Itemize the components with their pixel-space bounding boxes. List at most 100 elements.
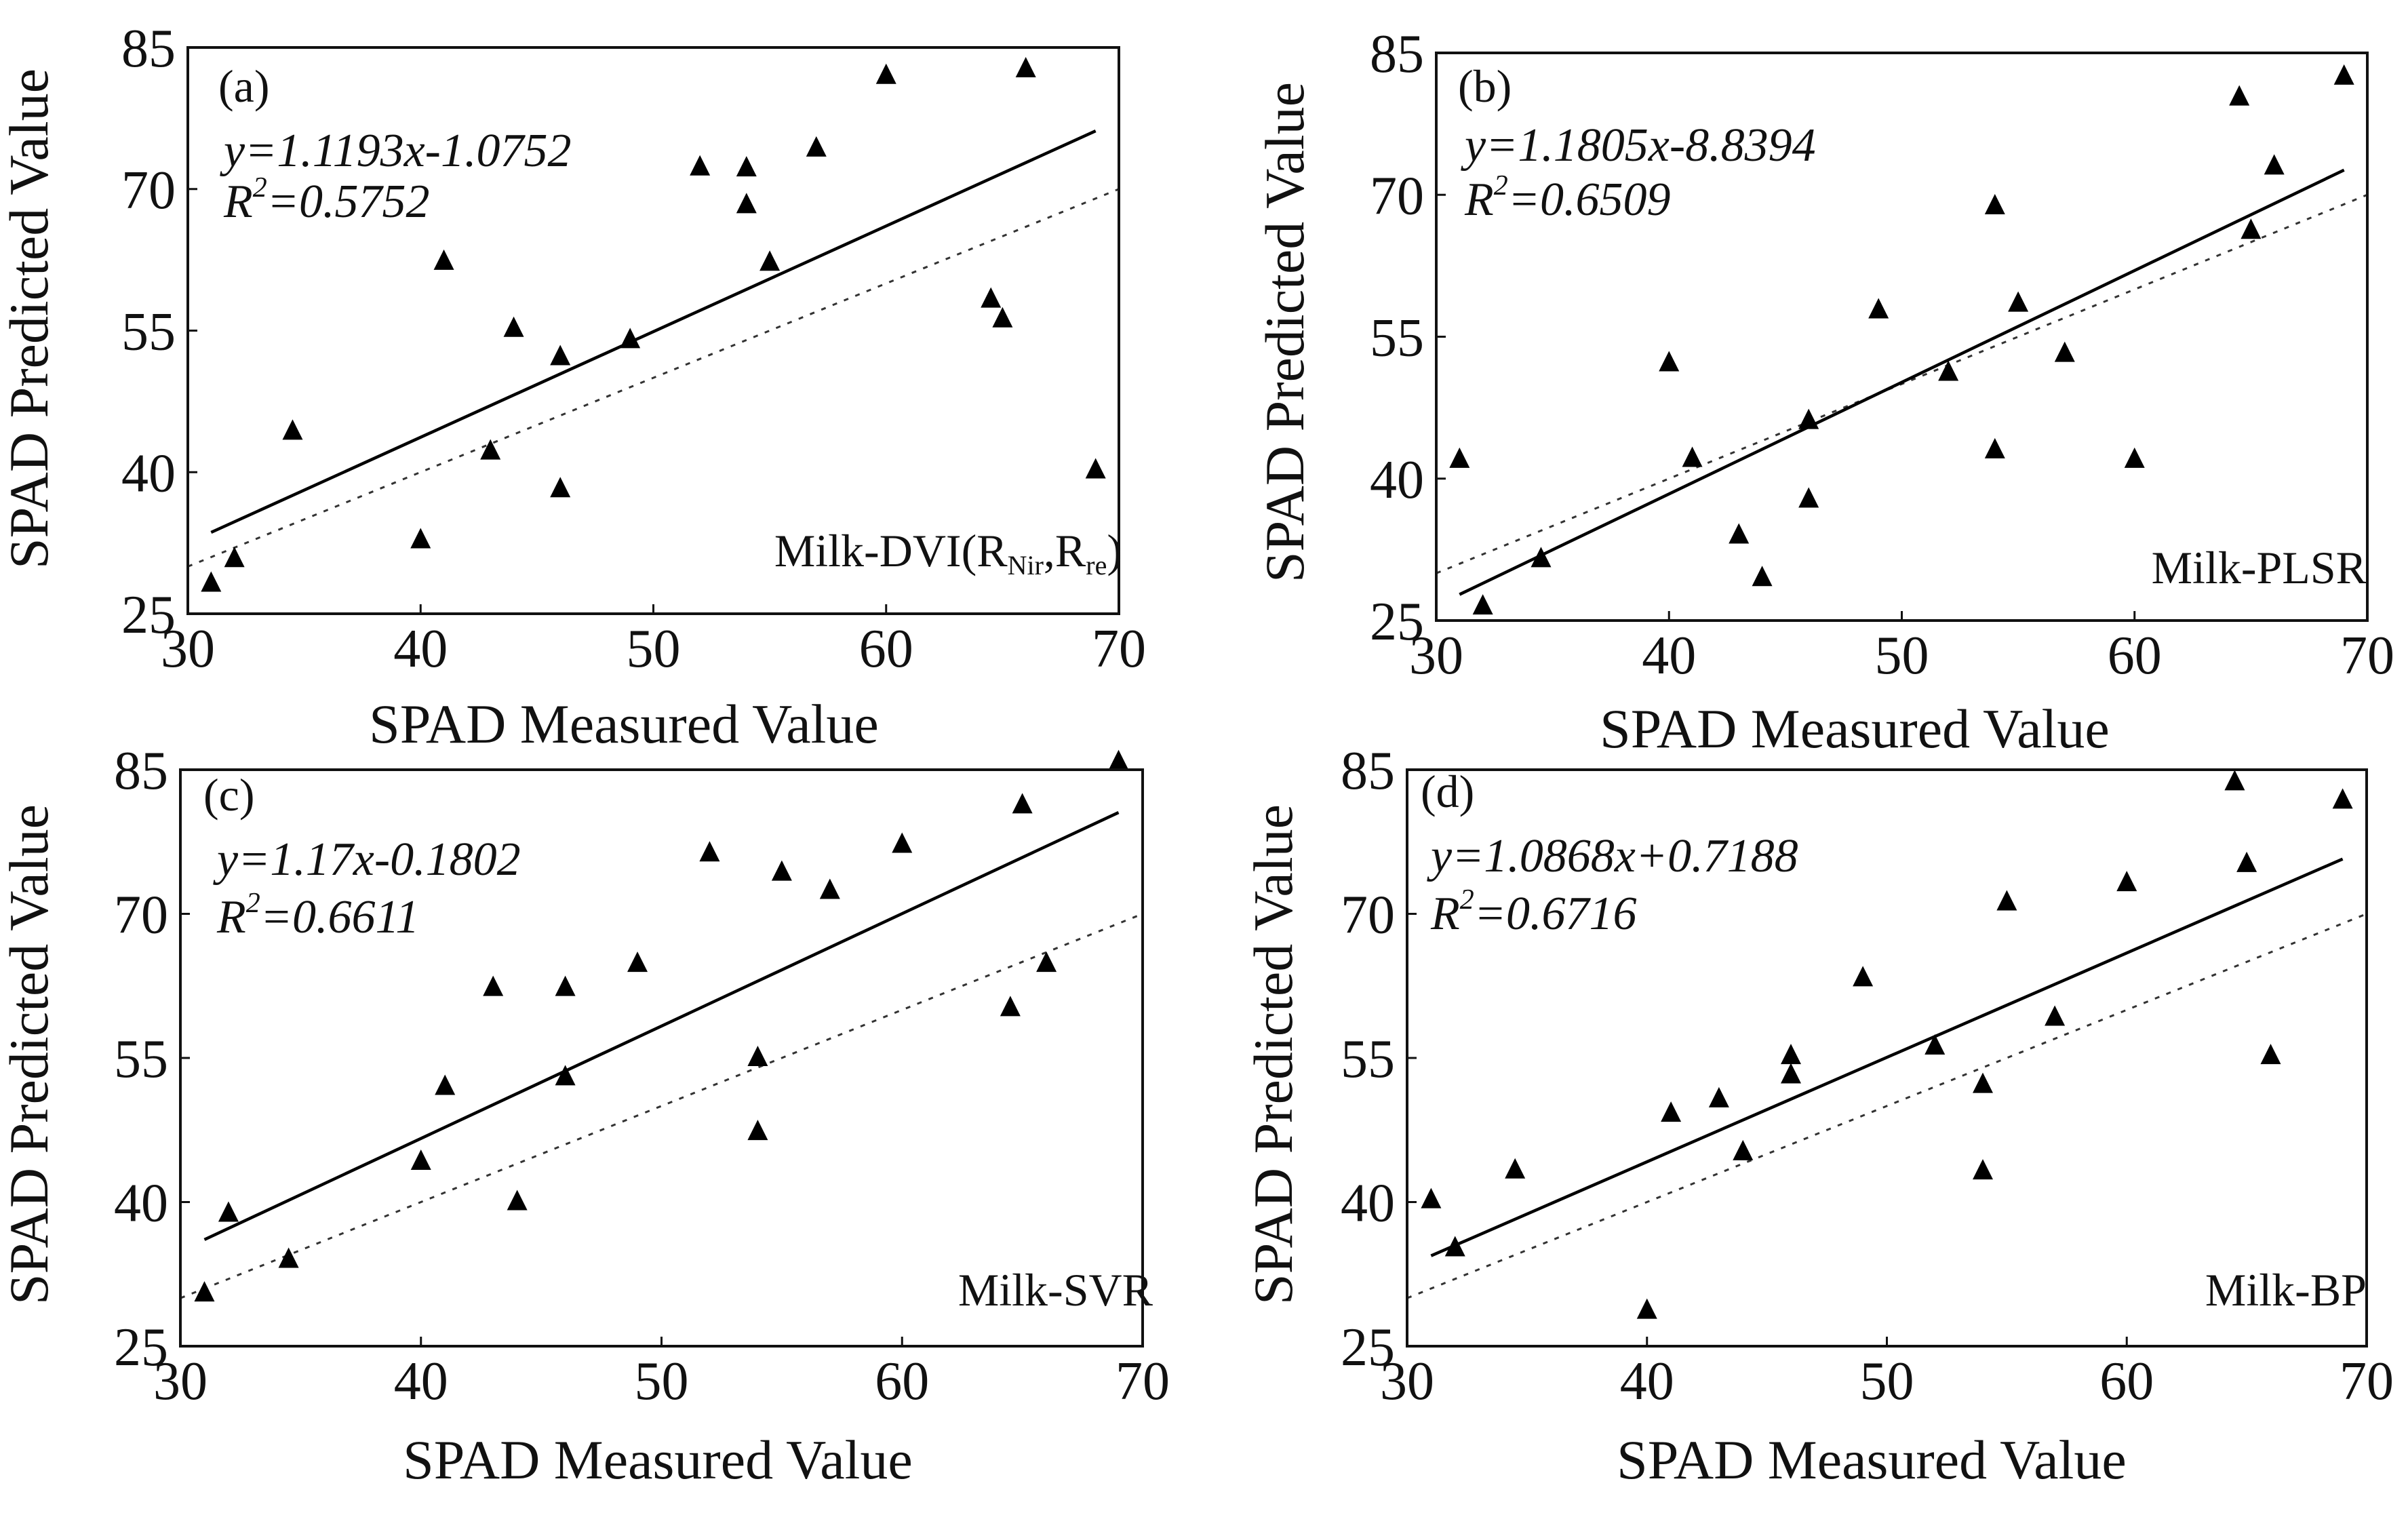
data-point-marker	[747, 1046, 768, 1066]
data-point-marker	[555, 975, 576, 996]
y-tick-label: 55	[121, 302, 176, 362]
y-tick-label: 70	[114, 886, 168, 945]
fit-line	[1430, 857, 2344, 1257]
x-axis-title: SPAD Measured Value	[369, 693, 879, 755]
data-point-marker	[1729, 523, 1750, 544]
data-point-marker	[892, 832, 913, 853]
data-point-marker	[981, 287, 1002, 308]
data-point-marker	[435, 1074, 456, 1095]
data-point-marker	[1444, 1236, 1465, 1257]
model-subscript-re: re	[1086, 550, 1107, 581]
data-point-marker	[2260, 1044, 2281, 1065]
data-point-marker	[410, 1150, 431, 1170]
data-point-marker	[759, 250, 781, 271]
r2-value: =0.5752	[267, 176, 430, 228]
y-tick-label: 70	[1370, 166, 1424, 226]
axis-ticks: 30 40 50 60 70 25 40 55 70 85	[1370, 24, 2394, 686]
fit-line	[203, 811, 1120, 1241]
fit-equation: y=1.0868x+0.7188	[1427, 830, 1798, 882]
y-tick-label: 40	[1341, 1174, 1395, 1234]
data-point-marker	[819, 878, 840, 899]
x-tick-label: 40	[1620, 1352, 1674, 1411]
r-squared: R2=0.6716	[1430, 884, 1637, 940]
x-tick-label: 50	[627, 619, 681, 679]
r2-value: =0.6611	[260, 891, 420, 943]
panel-c: SPAD Predicted Value SPAD Measured Value…	[0, 741, 1170, 1491]
panel-b: SPAD Predicted Value SPAD Measured Value…	[1254, 24, 2394, 760]
data-point-marker	[1733, 1139, 1754, 1160]
data-point-marker	[1036, 951, 1057, 972]
x-tick-label: 40	[393, 619, 448, 679]
data-point-marker	[1853, 966, 1874, 987]
data-point-marker	[2124, 447, 2145, 468]
reference-line	[180, 913, 1143, 1299]
data-point-marker	[2116, 871, 2137, 892]
y-tick-label: 70	[1341, 886, 1395, 945]
data-point-marker	[201, 571, 222, 592]
x-tick-label: 70	[2340, 1352, 2394, 1411]
data-point-marker	[992, 307, 1013, 328]
model-name: Milk-DVI(R	[774, 525, 1008, 576]
data-point-marker	[699, 841, 720, 862]
r2-symbol: R	[216, 891, 246, 943]
reference-line	[1436, 193, 2368, 574]
data-point-marker	[1659, 351, 1680, 372]
r2-value: =0.6716	[1474, 888, 1637, 940]
model-subscript-nir: Nir	[1008, 550, 1044, 581]
data-point-marker	[1798, 408, 1819, 429]
data-point-marker	[1938, 360, 1959, 381]
model-label: Milk-DVI(RNir,Rre)	[774, 525, 1122, 581]
x-tick-label: 70	[1116, 1352, 1170, 1411]
x-tick-label: 30	[1380, 1352, 1434, 1411]
data-point-marker	[433, 249, 454, 270]
x-tick-label: 60	[2108, 626, 2162, 686]
r2-value: =0.6509	[1508, 174, 1671, 226]
data-point-marker	[282, 419, 303, 440]
data-point-marker	[736, 156, 757, 177]
axis-ticks: 30 40 50 60 70 25 40 55 70 85	[121, 19, 1146, 679]
data-point-marker	[1798, 487, 1819, 508]
data-point-marker	[550, 345, 571, 366]
fit-line	[210, 130, 1097, 534]
data-point-marker	[1000, 996, 1021, 1017]
axis-ticks: 30 40 50 60 70 25 40 55 70 85	[114, 741, 1170, 1411]
y-tick-label: 85	[1370, 24, 1424, 84]
r-squared: R2=0.5752	[223, 172, 430, 228]
model-label: Milk-SVR	[958, 1264, 1153, 1316]
y-tick-label: 25	[1341, 1318, 1395, 1377]
y-tick-label: 55	[114, 1029, 168, 1089]
x-tick-label: 50	[1860, 1352, 1914, 1411]
data-markers	[1449, 64, 2354, 615]
reference-line	[1406, 913, 2367, 1299]
plot-frame	[186, 46, 1120, 615]
data-point-marker	[1996, 890, 2017, 911]
data-point-marker	[1505, 1158, 1526, 1179]
data-point-marker	[507, 1190, 528, 1211]
data-point-marker	[1752, 566, 1773, 587]
x-tick-label: 30	[1409, 626, 1463, 686]
plot-frame	[1435, 52, 2369, 622]
model-close-paren: )	[1107, 525, 1122, 576]
y-tick-label: 40	[1370, 450, 1424, 510]
plot-frame	[1406, 768, 2368, 1348]
x-tick-label: 50	[635, 1352, 689, 1411]
r2-symbol: R	[1430, 888, 1460, 940]
model-label: Milk-BP	[2205, 1264, 2367, 1316]
data-point-marker	[480, 439, 501, 460]
y-tick-label: 55	[1341, 1029, 1395, 1089]
axis-ticks: 30 40 50 60 70 25 40 55 70 85	[1341, 741, 2394, 1411]
data-point-marker	[555, 1065, 576, 1086]
data-point-marker	[2224, 770, 2245, 791]
x-tick-label: 60	[875, 1352, 929, 1411]
data-point-marker	[1973, 1159, 1993, 1180]
x-axis-title: SPAD Measured Value	[1617, 1429, 2127, 1491]
y-tick-label: 85	[114, 741, 168, 801]
x-tick-label: 40	[394, 1352, 448, 1411]
data-point-marker	[1421, 1187, 1442, 1209]
data-point-marker	[2008, 291, 2029, 312]
x-tick-label: 30	[153, 1352, 208, 1411]
fit-line	[1459, 168, 2345, 596]
reference-line	[187, 188, 1120, 568]
data-point-marker	[1661, 1101, 1682, 1122]
data-point-marker	[1472, 594, 1493, 615]
